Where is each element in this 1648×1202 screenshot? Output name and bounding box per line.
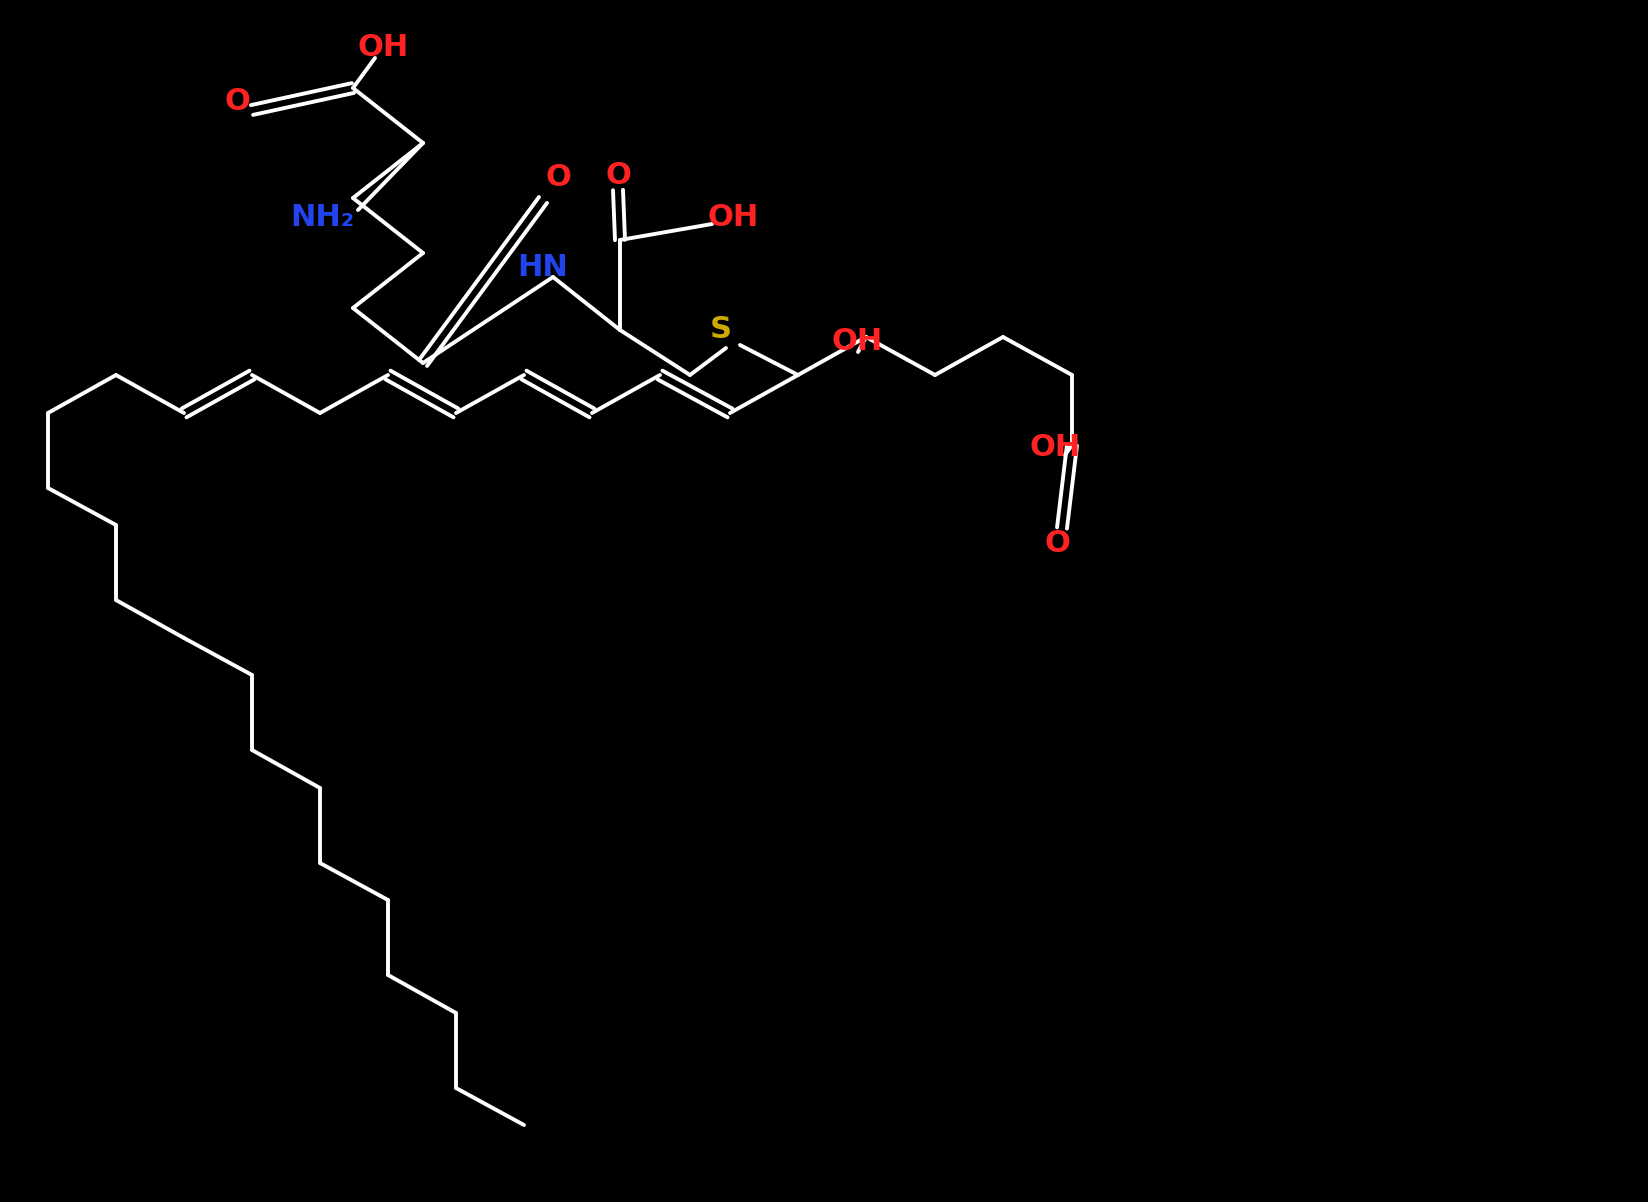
Text: O: O	[545, 163, 570, 192]
Text: O: O	[1043, 529, 1070, 558]
Text: OH: OH	[1028, 434, 1079, 463]
Text: O: O	[605, 161, 631, 190]
Text: O: O	[224, 88, 250, 117]
Text: OH: OH	[707, 202, 758, 232]
Text: OH: OH	[831, 327, 882, 357]
Text: S: S	[710, 315, 732, 345]
Text: NH₂: NH₂	[290, 202, 354, 232]
Text: OH: OH	[358, 32, 409, 61]
Text: HN: HN	[517, 252, 569, 281]
